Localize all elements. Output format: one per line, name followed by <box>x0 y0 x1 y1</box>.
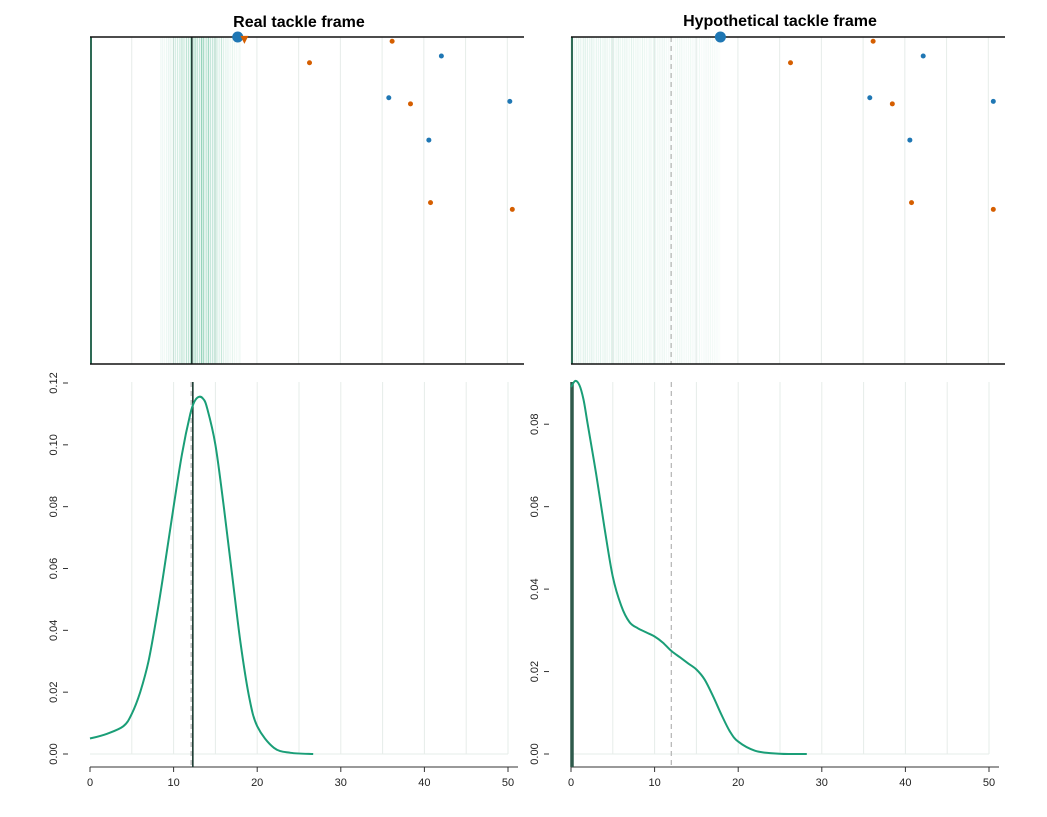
hypothetical-density-panel: 0 10 20 30 40 50 0.00 0.02 0.04 0.06 0.08 <box>529 379 999 789</box>
ball-carrier-point <box>714 31 726 43</box>
x-tick-label: 20 <box>732 777 744 789</box>
y-tick-label: 0.04 <box>529 578 541 599</box>
density-curve <box>570 379 807 756</box>
y-tick-label: 0.10 <box>48 434 60 455</box>
y-tick-label: 0.08 <box>48 496 60 517</box>
x-tick-label: 40 <box>899 777 911 789</box>
x-tick-label: 20 <box>251 777 263 789</box>
player-point <box>407 101 413 107</box>
player-point <box>990 98 996 104</box>
player-point <box>867 95 873 101</box>
x-tick-label: 50 <box>502 777 514 789</box>
player-point <box>307 60 313 66</box>
panel-title-hypothetical: Hypothetical tackle frame <box>683 13 877 30</box>
y-tick-label: 0.08 <box>529 414 541 435</box>
player-point <box>438 53 444 59</box>
y-tick-label: 0.06 <box>48 558 60 579</box>
ball-carrier-point <box>232 31 244 43</box>
y-tick-label: 0.06 <box>529 496 541 517</box>
hypothetical-frame-panel <box>570 31 1005 365</box>
x-tick-label: 30 <box>816 777 828 789</box>
player-point <box>509 206 515 212</box>
panel-title-real: Real tackle frame <box>233 14 365 31</box>
player-point <box>386 95 392 101</box>
player-point <box>507 98 513 104</box>
player-point <box>920 53 926 59</box>
player-point <box>428 200 434 206</box>
real-frame-panel <box>90 31 524 365</box>
x-tick-label: 0 <box>568 777 574 789</box>
x-tick-label: 10 <box>648 777 660 789</box>
y-tick-label: 0.00 <box>529 743 541 764</box>
player-point <box>990 206 996 212</box>
x-tick-label: 50 <box>983 777 995 789</box>
y-tick-label: 0.04 <box>48 620 60 641</box>
y-tick-label: 0.02 <box>48 681 60 702</box>
y-tick-label: 0.12 <box>48 372 60 393</box>
x-tick-label: 30 <box>335 777 347 789</box>
player-point <box>426 137 432 143</box>
tackler-marker <box>240 35 249 44</box>
y-tick-label: 0.02 <box>529 661 541 682</box>
y-tick-label: 0.00 <box>48 743 60 764</box>
player-point <box>870 38 876 44</box>
x-tick-label: 40 <box>418 777 430 789</box>
player-point <box>389 38 395 44</box>
player-point <box>909 200 915 206</box>
x-tick-label: 0 <box>87 777 93 789</box>
player-point <box>889 101 895 107</box>
player-point <box>907 137 913 143</box>
x-tick-label: 10 <box>167 777 179 789</box>
density-curve <box>89 395 314 755</box>
player-point <box>788 60 794 66</box>
real-density-panel: 0 10 20 30 40 50 0.00 0.02 0.04 0.06 0.08 0.10 0.12 <box>48 372 518 789</box>
